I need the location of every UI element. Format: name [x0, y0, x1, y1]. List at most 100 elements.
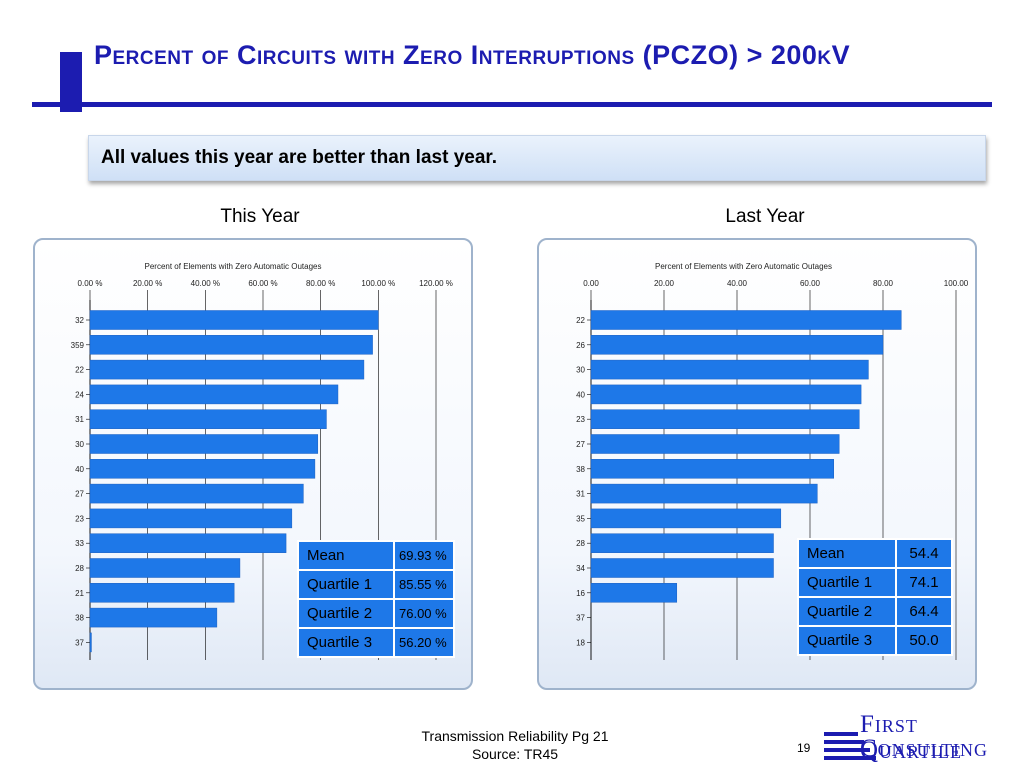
- x-tick-label: 40.00: [727, 279, 748, 288]
- y-tick-label: 28: [576, 539, 585, 548]
- y-tick-label: 31: [75, 415, 84, 424]
- bar: [89, 583, 235, 603]
- stats-row: Mean 54.4: [799, 540, 951, 567]
- bar: [89, 459, 316, 479]
- stats-row: Quartile 1 85.55 %: [299, 571, 453, 598]
- chart-title: Percent of Elements with Zero Automatic …: [655, 262, 832, 271]
- y-tick-label: 38: [576, 465, 585, 474]
- this-year-caption: This Year: [220, 206, 300, 227]
- last-year-stats-table: Mean 54.4 Quartile 1 74.1 Quartile 2 64.4 Q…: [797, 538, 953, 656]
- logo-stripe: [824, 748, 870, 752]
- stat-label: Mean: [299, 542, 393, 569]
- bar: [590, 533, 774, 553]
- stats-row: Quartile 2 64.4: [799, 598, 951, 625]
- stats-row: Mean 69.93 %: [299, 542, 453, 569]
- bar: [89, 483, 304, 504]
- bar: [590, 335, 884, 355]
- y-tick-label: 40: [75, 465, 84, 474]
- logo-stripe: [824, 732, 858, 736]
- y-tick-label: 32: [75, 316, 84, 325]
- bar: [89, 508, 293, 529]
- bar: [590, 359, 869, 380]
- x-tick-label: 60.00 %: [248, 279, 277, 288]
- stat-label: Quartile 2: [299, 600, 393, 627]
- bar: [590, 508, 782, 529]
- stats-row: Quartile 2 76.00 %: [299, 600, 453, 627]
- bar: [89, 335, 373, 355]
- y-tick-label: 24: [75, 390, 84, 399]
- footer-source: Source: TR45: [471, 746, 559, 762]
- stat-value: 69.93 %: [395, 542, 453, 569]
- y-tick-label: 30: [75, 440, 84, 449]
- bar: [89, 558, 241, 578]
- y-tick-label: 31: [576, 490, 585, 499]
- title-accent-block: [60, 52, 82, 112]
- y-tick-label: 22: [576, 316, 585, 325]
- stats-row: Quartile 3 56.20 %: [299, 629, 453, 656]
- bar: [590, 583, 678, 603]
- x-tick-label: 80.00 %: [306, 279, 335, 288]
- stat-value: 76.00 %: [395, 600, 453, 627]
- slide-title: Percent of Circuits with Zero Interrupti…: [94, 40, 851, 70]
- footer: Transmission Reliability Pg 21 Source: T…: [380, 727, 650, 763]
- logo-stripe: [824, 756, 876, 760]
- bar: [89, 359, 365, 380]
- stat-label: Quartile 3: [799, 627, 895, 654]
- y-tick-label: 33: [75, 539, 84, 548]
- x-tick-label: 100.00 %: [361, 279, 395, 288]
- x-tick-label: 0.00: [583, 279, 599, 288]
- y-tick-label: 23: [576, 415, 585, 424]
- x-tick-label: 100.00: [944, 279, 969, 288]
- y-tick-label: 23: [75, 514, 84, 523]
- stat-value: 56.20 %: [395, 629, 453, 656]
- bar: [590, 384, 862, 405]
- x-tick-label: 60.00: [800, 279, 821, 288]
- this-year-stats-table: Mean 69.93 % Quartile 1 85.55 % Quartile 2…: [297, 540, 455, 658]
- bar: [89, 533, 287, 553]
- bar: [89, 632, 92, 653]
- stat-value: 54.4: [897, 540, 951, 567]
- y-tick-label: 34: [576, 564, 585, 573]
- bar: [590, 409, 860, 429]
- y-tick-label: 40: [576, 390, 585, 399]
- y-tick-label: 35: [576, 514, 585, 523]
- bar: [89, 434, 319, 454]
- y-tick-label: 16: [576, 589, 585, 598]
- stat-label: Mean: [799, 540, 895, 567]
- chart-title: Percent of Elements with Zero Automatic …: [145, 262, 322, 271]
- last-year-chart-panel: Percent of Elements with Zero Automatic …: [537, 238, 977, 690]
- company-logo: First Quartile Consulting: [824, 712, 1024, 764]
- page-number: 19: [797, 741, 811, 755]
- y-tick-label: 28: [75, 564, 84, 573]
- bar: [590, 434, 840, 454]
- title-rule: [32, 102, 992, 107]
- stat-value: 74.1: [897, 569, 951, 596]
- logo-text-line2: Consulting: [860, 735, 989, 762]
- y-tick-label: 18: [576, 638, 585, 647]
- x-tick-label: 20.00 %: [133, 279, 162, 288]
- logo-text-line1: First Quartile: [860, 711, 962, 764]
- this-year-chart: Percent of Elements with Zero Automatic …: [71, 262, 453, 660]
- stat-label: Quartile 2: [799, 598, 895, 625]
- callout-text: All values this year are better than las…: [101, 147, 498, 168]
- x-tick-label: 20.00: [654, 279, 675, 288]
- bar: [590, 310, 902, 330]
- bar: [89, 384, 339, 405]
- bar: [89, 409, 327, 429]
- stat-label: Quartile 3: [299, 629, 393, 656]
- y-tick-label: 37: [576, 614, 585, 623]
- y-tick-label: 30: [576, 366, 585, 375]
- x-tick-label: 80.00: [873, 279, 894, 288]
- stats-row: Quartile 1 74.1: [799, 569, 951, 596]
- logo-stripe: [824, 740, 864, 744]
- stat-label: Quartile 1: [299, 571, 393, 598]
- last-year-caption: Last Year: [725, 206, 805, 227]
- this-year-chart-panel: Percent of Elements with Zero Automatic …: [33, 238, 473, 690]
- x-tick-label: 120.00 %: [419, 279, 453, 288]
- y-tick-label: 37: [75, 638, 84, 647]
- y-tick-label: 21: [75, 589, 84, 598]
- x-tick-label: 0.00 %: [78, 279, 103, 288]
- stat-value: 85.55 %: [395, 571, 453, 598]
- stat-label: Quartile 1: [799, 569, 895, 596]
- y-tick-label: 22: [75, 366, 84, 375]
